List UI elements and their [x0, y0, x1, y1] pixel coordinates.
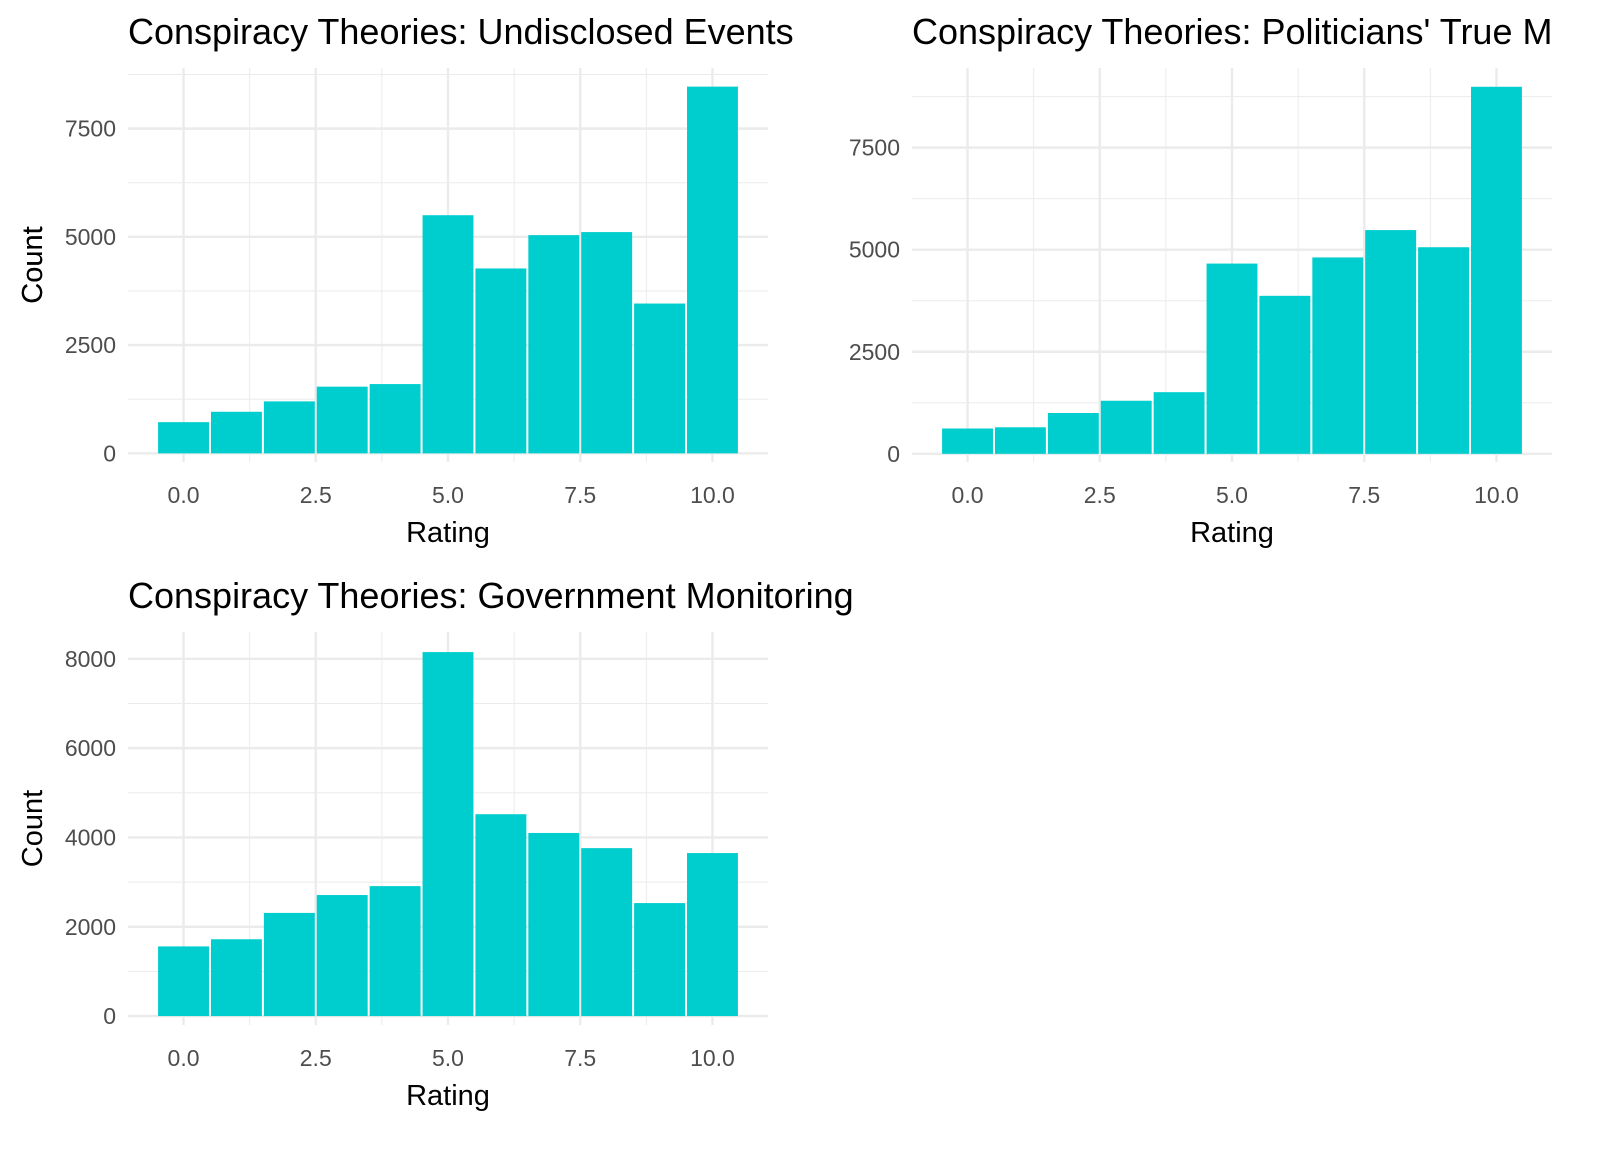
histogram-bar — [1206, 263, 1258, 454]
y-tick-label: 6000 — [65, 735, 116, 761]
y-tick-label: 2000 — [65, 914, 116, 940]
histogram-bar — [528, 235, 580, 454]
x-tick-label: 5.0 — [1216, 482, 1248, 508]
x-tick-label: 10.0 — [690, 1045, 735, 1071]
plot-area: 0.0 2.5 5.0 7.5 10.0 0 2500 5000 7500 — [65, 68, 768, 508]
chart-politicians-true-motives: Conspiracy Theories: Politicians' True M… — [17, 11, 1552, 549]
x-tick-label: 2.5 — [300, 482, 332, 508]
histogram-bar — [1471, 86, 1522, 454]
histogram-bar — [158, 946, 209, 1017]
histogram-bar — [1312, 257, 1364, 454]
histogram-bar — [210, 411, 262, 454]
histogram-bar — [369, 886, 421, 1017]
y-tick-label: 7500 — [65, 116, 116, 142]
x-axis-label: Rating — [406, 517, 490, 549]
histogram-bar — [687, 853, 738, 1017]
x-axis-label: Rating — [406, 1080, 490, 1112]
x-tick-label: 2.5 — [1084, 482, 1116, 508]
x-tick-label: 7.5 — [564, 1045, 596, 1071]
y-tick-label: 7500 — [849, 135, 900, 161]
histogram-bar — [1047, 413, 1099, 454]
y-tick-label: 0 — [103, 1003, 116, 1029]
x-tick-label: 0.0 — [168, 482, 200, 508]
x-tick-label: 10.0 — [1474, 482, 1519, 508]
x-tick-label: 0.0 — [168, 1045, 200, 1071]
chart-undisclosed-events: Conspiracy Theories: Undisclosed Events … — [17, 11, 794, 549]
x-tick-label: 5.0 — [432, 482, 464, 508]
histogram-bar — [634, 903, 686, 1017]
histogram-bar — [581, 232, 633, 454]
histogram-bar — [687, 86, 738, 454]
plot-area: 0.0 2.5 5.0 7.5 10.0 0 2000 4000 6000 8000 — [65, 632, 768, 1071]
y-tick-label: 5000 — [65, 224, 116, 250]
y-tick-label: 0 — [887, 441, 900, 467]
chart-title: Conspiracy Theories: Undisclosed Events — [128, 11, 794, 52]
histogram-bar — [1153, 392, 1205, 454]
histogram-bar — [528, 832, 580, 1017]
histogram-bar — [475, 268, 527, 454]
histogram-bar — [263, 912, 315, 1017]
chart-title: Conspiracy Theories: Politicians' True M — [912, 11, 1552, 52]
histogram-bar — [210, 939, 262, 1017]
histogram-bar — [158, 422, 209, 454]
chart-government-monitoring: Conspiracy Theories: Government Monitori… — [17, 575, 854, 1112]
y-tick-label: 4000 — [65, 824, 116, 850]
y-tick-label: 2500 — [849, 339, 900, 365]
y-axis-label: Count — [17, 790, 49, 867]
y-tick-label: 5000 — [849, 237, 900, 263]
histogram-bar — [263, 401, 315, 454]
histogram-bar — [422, 652, 474, 1017]
x-tick-label: 0.0 — [952, 482, 984, 508]
histogram-bar — [1100, 400, 1152, 454]
histogram-bar — [1418, 247, 1470, 454]
histogram-bar — [422, 215, 474, 454]
x-axis-label: Rating — [1190, 517, 1274, 549]
y-axis-label: Count — [17, 226, 49, 303]
histogram-bar — [942, 428, 993, 454]
y-tick-label: 0 — [103, 440, 116, 466]
y-tick-label: 8000 — [65, 646, 116, 672]
histogram-bar — [369, 384, 421, 454]
histogram-bar — [581, 848, 633, 1017]
histogram-bar — [1259, 295, 1311, 454]
x-tick-label: 10.0 — [690, 482, 735, 508]
chart-title: Conspiracy Theories: Government Monitori… — [128, 575, 854, 616]
x-tick-label: 5.0 — [432, 1045, 464, 1071]
histogram-bar — [634, 303, 686, 454]
histogram-bar — [316, 895, 368, 1017]
histogram-bar — [475, 814, 527, 1017]
histogram-bar — [316, 386, 368, 454]
histogram-bar — [994, 427, 1046, 454]
x-tick-label: 2.5 — [300, 1045, 332, 1071]
histogram-bar — [1365, 230, 1417, 454]
x-tick-label: 7.5 — [1348, 482, 1380, 508]
y-tick-label: 2500 — [65, 332, 116, 358]
y-axis-label: Count — [17, 226, 49, 303]
plot-area: 0.0 2.5 5.0 7.5 10.0 0 2500 5000 7500 — [849, 68, 1552, 508]
x-tick-label: 7.5 — [564, 482, 596, 508]
